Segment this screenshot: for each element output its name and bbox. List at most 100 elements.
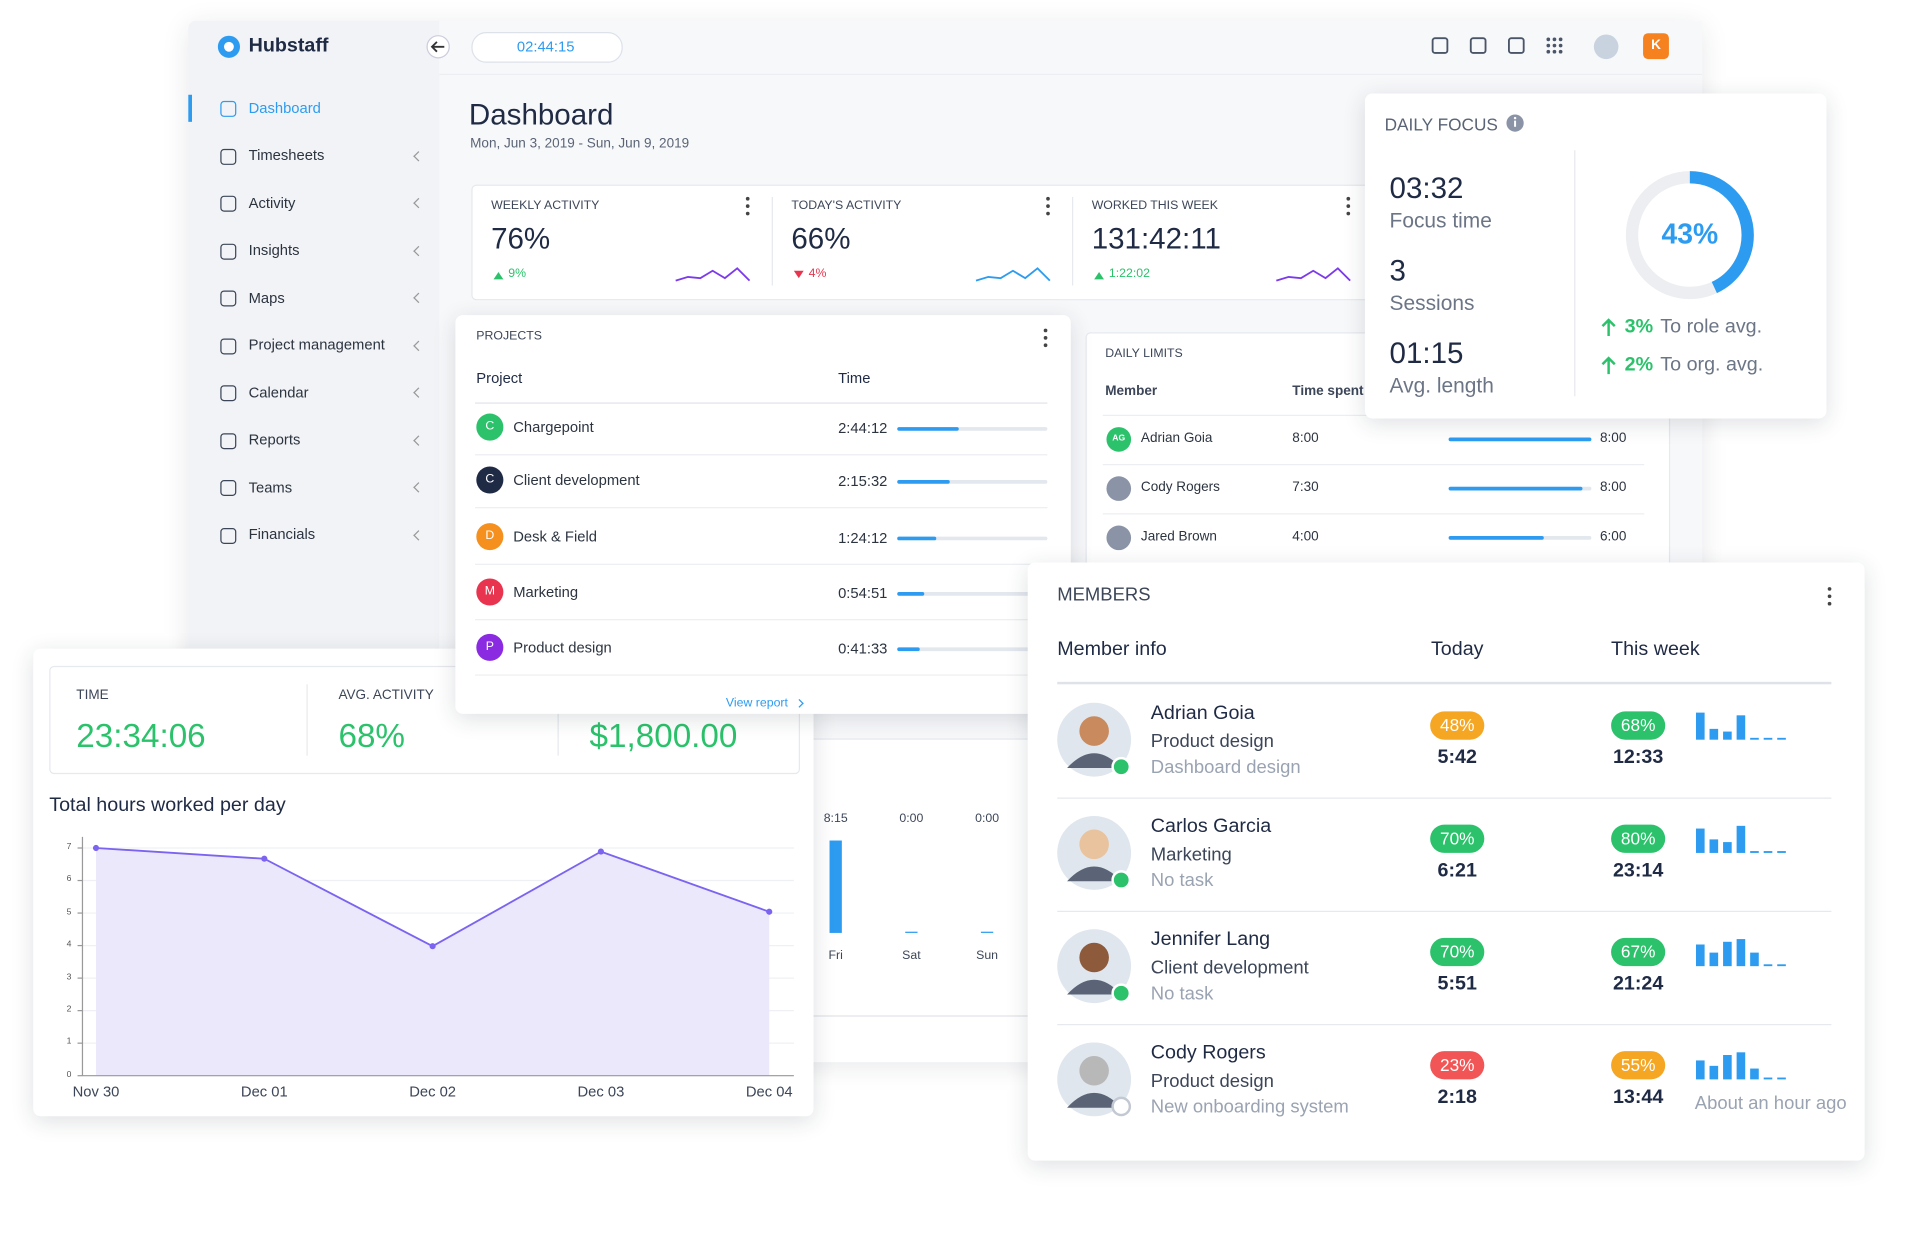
menu-dot — [1827, 601, 1831, 606]
member-task: New onboarding system — [1150, 1096, 1349, 1118]
card-title: DAILY FOCUS — [1384, 113, 1498, 134]
progress-bar — [897, 427, 959, 431]
x-tick-label: Dec 03 — [577, 1082, 625, 1101]
menu-button[interactable] — [1825, 587, 1832, 607]
nav-item[interactable]: Activity — [248, 194, 296, 212]
row-divider — [1057, 910, 1832, 912]
nav-icon — [220, 148, 237, 165]
view-report-link[interactable]: View report — [725, 696, 788, 711]
activity-percent: 23% — [1439, 1054, 1475, 1074]
card-title: MEMBERS — [1057, 584, 1151, 606]
menu-button[interactable] — [1044, 196, 1051, 217]
y-tick-label: 3 — [66, 972, 72, 982]
comparison-label: To role avg. — [1660, 316, 1763, 338]
tracked-time: 13:44 — [1612, 1087, 1664, 1109]
week-bar — [1709, 952, 1719, 967]
nav-icon — [220, 290, 237, 307]
y-tick-label: 5 — [66, 907, 72, 917]
logo-mark-inner — [223, 41, 234, 52]
nav-item[interactable]: Insights — [248, 241, 300, 259]
timer-pill[interactable] — [471, 31, 623, 63]
member-task: Dashboard design — [1150, 756, 1301, 778]
nav-item[interactable]: Teams — [248, 478, 293, 496]
menu-dot — [1045, 204, 1050, 208]
member-shoulders — [1067, 1092, 1122, 1108]
menu-dot — [745, 211, 749, 216]
user-initial: K — [1651, 38, 1661, 54]
point — [766, 908, 773, 915]
apps-dot — [1558, 43, 1563, 48]
week-bar — [1736, 939, 1746, 967]
nav-item[interactable]: Maps — [248, 288, 285, 307]
summary-label: TIME — [76, 688, 109, 704]
project-name: Desk & Field — [513, 527, 597, 545]
member-project: Product design — [1150, 731, 1274, 752]
stat-value: 131:42:11 — [1091, 222, 1221, 256]
project-name: Product design — [513, 638, 612, 656]
day-bar — [905, 931, 918, 933]
project-initial: C — [485, 472, 495, 487]
status-dot — [1111, 983, 1132, 1004]
progress-bar — [897, 536, 937, 541]
time-limit: 8:00 — [1599, 431, 1627, 447]
project-initial: P — [485, 639, 494, 654]
activity-percent: 67% — [1620, 941, 1656, 961]
nav-item[interactable]: Reports — [248, 431, 301, 449]
progress-bar — [897, 479, 950, 484]
y-tick-label: 1 — [66, 1037, 72, 1047]
apps-dot — [1558, 49, 1563, 54]
apps-dot — [1546, 49, 1551, 54]
menu-dot — [1827, 594, 1831, 599]
column-header: Member info — [1057, 639, 1167, 661]
header-rule — [475, 402, 1048, 404]
nav-item[interactable]: Calendar — [248, 383, 309, 401]
info-glyph — [1514, 120, 1517, 127]
project-time: 2:15:32 — [838, 472, 888, 490]
activity-percent: 80% — [1620, 827, 1656, 848]
nav-item[interactable]: Financials — [248, 525, 316, 544]
row-divider — [475, 454, 1048, 456]
header-rule — [1057, 681, 1832, 685]
menu-dot — [745, 196, 749, 201]
row-divider — [1057, 1023, 1832, 1026]
date-range: Mon, Jun 3, 2019 - Sun, Jun 9, 2019 — [470, 137, 690, 152]
progress-track — [897, 591, 1048, 596]
nav-item[interactable]: Timesheets — [248, 146, 325, 165]
row-divider — [475, 507, 1048, 509]
member-avatar — [1106, 525, 1132, 551]
project-time: 0:54:51 — [838, 584, 888, 602]
day-bar — [829, 840, 842, 933]
menu-dot — [1045, 211, 1050, 216]
member-project: Marketing — [1150, 844, 1232, 866]
member-project: Client development — [1150, 957, 1309, 979]
progress-track — [897, 647, 1048, 652]
menu-button[interactable] — [743, 196, 750, 217]
day-total: 8:15 — [823, 812, 848, 826]
menu-dot — [745, 204, 749, 208]
stat-divider — [771, 196, 773, 286]
panel-rule — [812, 1015, 1029, 1017]
nav-item[interactable]: Dashboard — [248, 99, 321, 117]
menu-button[interactable] — [1041, 328, 1048, 349]
week-bar — [1777, 1077, 1786, 1080]
stat-label: WORKED THIS WEEK — [1091, 199, 1218, 213]
apps-dot — [1552, 49, 1557, 54]
stat-label: WEEKLY ACTIVITY — [491, 199, 600, 213]
menu-button[interactable] — [1344, 196, 1351, 217]
nav-item[interactable]: Project management — [248, 336, 385, 354]
column-header: Time spent — [1292, 384, 1364, 400]
nav-icon — [220, 432, 237, 449]
activity-badge — [1430, 1051, 1485, 1080]
stat-value: 66% — [791, 222, 851, 256]
user-badge[interactable] — [1643, 33, 1669, 60]
project-initial: D — [485, 529, 495, 543]
nav-icon — [220, 195, 237, 212]
project-name: Chargepoint — [513, 418, 594, 436]
card-title: PROJECTS — [476, 329, 542, 344]
week-bar — [1695, 1060, 1705, 1080]
x-tick-label: Dec 02 — [409, 1082, 457, 1101]
day-label: Fri — [828, 948, 843, 963]
week-bar — [1750, 737, 1759, 740]
stat-change: 1:22:02 — [1108, 267, 1150, 281]
